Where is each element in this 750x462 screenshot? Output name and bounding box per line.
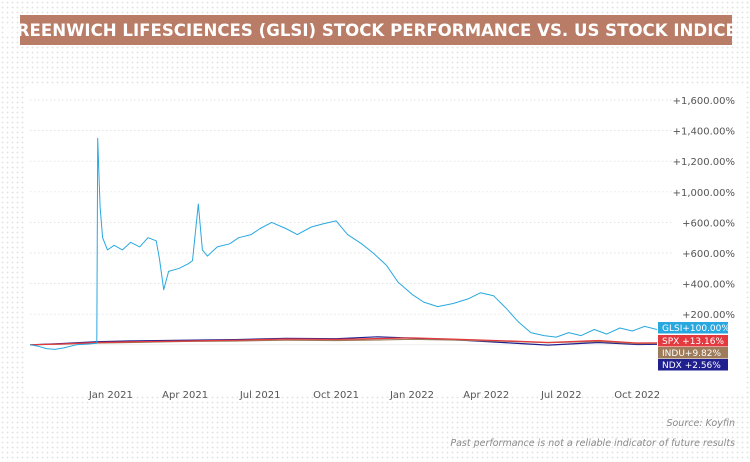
y-tick-label: +1,000.00%: [673, 188, 735, 199]
end-label-box-indu: [658, 347, 728, 359]
y-tick-label: +600.00%: [682, 218, 735, 229]
x-tick-label: Jan 2022: [389, 390, 434, 401]
label-layer: +1,600.00% +1,400.00% +1,200.00% +1,000.00%…: [88, 96, 735, 401]
x-tick-label: Apr 2021: [162, 390, 208, 401]
x-tick-label: Oct 2021: [313, 390, 359, 401]
end-label-indu: INDU+9.82%: [662, 349, 721, 359]
end-label-box-ndx: [658, 359, 728, 371]
end-label-ndx: NDX +2.56%: [662, 361, 721, 371]
x-tick-label: Jul 2021: [239, 390, 281, 401]
y-tick-label: +200.00%: [682, 310, 735, 321]
series-layer: [29, 137, 658, 350]
source-note: Source: Koyfin: [666, 418, 735, 429]
end-label-box-spx: [658, 335, 728, 347]
y-tick-label: +1,600.00%: [673, 96, 735, 107]
grid-layer: [30, 99, 672, 346]
y-tick-label: +600.00%: [682, 249, 735, 260]
series-line-ndx: [29, 336, 658, 346]
y-tick-label: +1,200.00%: [673, 157, 735, 168]
y-tick-label: +400.00%: [682, 280, 735, 291]
y-tick-label: +1,400.00%: [673, 127, 735, 138]
chart-title: GREENWICH LIFESCIENCES (GLSI) STOCK PERF…: [3, 15, 749, 45]
x-tick-label: Jan 2021: [88, 390, 133, 401]
series-line-glsi: [29, 137, 658, 350]
end-label-glsi: GLSI+100.00%: [662, 324, 730, 334]
end-label-box-glsi: [658, 322, 728, 334]
x-tick-label: Apr 2022: [463, 390, 509, 401]
end-label-spx: SPX +13.16%: [662, 337, 724, 347]
disclaimer-note: Past performance is not a reliable indic…: [450, 438, 735, 449]
x-tick-label: Jul 2022: [540, 390, 582, 401]
series-line-spx: [29, 337, 658, 346]
x-tick-label: Oct 2022: [614, 390, 660, 401]
